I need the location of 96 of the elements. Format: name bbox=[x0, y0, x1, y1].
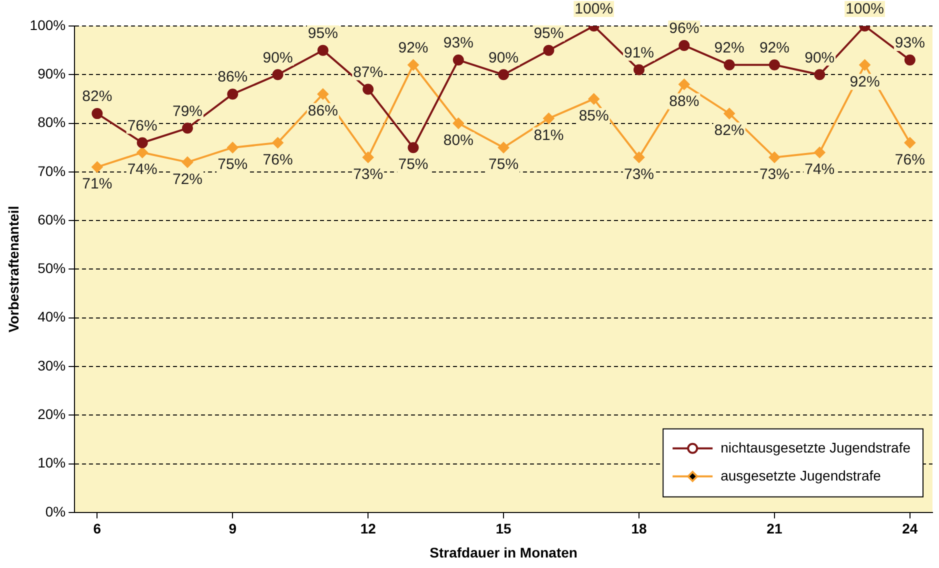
point bbox=[724, 108, 735, 120]
y-tick-label: 30% bbox=[38, 357, 66, 374]
y-tick-label: 80% bbox=[38, 114, 66, 130]
point bbox=[904, 54, 916, 66]
point bbox=[408, 142, 419, 154]
y-tick-label: 10% bbox=[38, 454, 66, 471]
data-label: 92% bbox=[759, 40, 790, 57]
data-label: 71% bbox=[82, 176, 112, 193]
x-tick-label: 21 bbox=[766, 520, 782, 537]
point bbox=[724, 59, 735, 70]
y-tick-label: 100% bbox=[30, 16, 66, 33]
x-tick-label: 15 bbox=[496, 520, 512, 537]
data-label: 76% bbox=[262, 151, 293, 168]
y-tick-label: 20% bbox=[38, 406, 66, 422]
point bbox=[678, 40, 690, 51]
point bbox=[498, 142, 510, 154]
data-label: 100% bbox=[846, 0, 884, 18]
point bbox=[814, 69, 826, 80]
data-label: 92% bbox=[398, 40, 428, 57]
data-label: 90% bbox=[804, 49, 835, 66]
data-label: 76% bbox=[127, 117, 158, 134]
data-label: 86% bbox=[308, 102, 338, 120]
y-tick-label: 40% bbox=[38, 308, 66, 325]
x-tick-label: 9 bbox=[228, 520, 237, 537]
data-label: 72% bbox=[172, 170, 203, 188]
point bbox=[814, 146, 826, 158]
point bbox=[317, 44, 328, 56]
data-label: 95% bbox=[308, 24, 338, 42]
point bbox=[227, 88, 238, 100]
point bbox=[136, 146, 148, 158]
point bbox=[92, 108, 103, 120]
y-axis-title: Vorbestraftenanteil bbox=[5, 206, 22, 332]
data-label: 79% bbox=[172, 102, 203, 120]
point bbox=[768, 59, 780, 70]
data-label: 75% bbox=[398, 156, 428, 174]
point bbox=[362, 84, 374, 95]
data-label: 92% bbox=[850, 74, 880, 91]
data-label: 75% bbox=[218, 156, 248, 174]
x-tick-label: 24 bbox=[902, 520, 918, 537]
x-tick-label: 6 bbox=[93, 520, 102, 537]
point bbox=[452, 118, 464, 129]
point bbox=[634, 152, 645, 163]
point bbox=[768, 152, 780, 163]
data-label: 87% bbox=[353, 64, 384, 81]
data-label: 90% bbox=[262, 49, 293, 66]
point bbox=[182, 156, 193, 168]
y-tick-label: 60% bbox=[38, 211, 66, 228]
legend-label: nichtausgesetzte Jugendstrafe bbox=[720, 439, 911, 456]
data-label: 92% bbox=[714, 40, 744, 57]
data-label: 82% bbox=[714, 122, 744, 140]
data-label: 86% bbox=[218, 68, 248, 86]
data-label: 74% bbox=[127, 161, 158, 178]
y-tick-label: 0% bbox=[45, 503, 66, 520]
data-label: 82% bbox=[82, 88, 112, 106]
point bbox=[362, 152, 374, 163]
data-label: 75% bbox=[488, 156, 519, 174]
point bbox=[634, 64, 645, 76]
point bbox=[543, 112, 554, 124]
y-tick-label: 50% bbox=[38, 260, 66, 276]
data-label: 80% bbox=[443, 132, 474, 149]
data-label: 73% bbox=[353, 166, 384, 183]
point bbox=[452, 54, 464, 66]
point bbox=[678, 78, 690, 90]
data-label: 88% bbox=[669, 93, 700, 110]
point bbox=[543, 44, 554, 56]
x-tick-label: 18 bbox=[631, 520, 648, 537]
point bbox=[182, 122, 193, 134]
point bbox=[136, 137, 148, 148]
point bbox=[904, 137, 916, 148]
point bbox=[588, 93, 600, 104]
data-label: 73% bbox=[759, 166, 790, 183]
data-label: 73% bbox=[624, 166, 654, 183]
data-label: 85% bbox=[578, 108, 609, 125]
x-axis-title: Strafdauer in Monaten bbox=[430, 544, 578, 560]
point bbox=[227, 142, 238, 154]
point bbox=[92, 162, 103, 173]
data-label: 76% bbox=[894, 151, 925, 168]
data-label: 93% bbox=[443, 34, 474, 52]
data-label: 91% bbox=[624, 44, 654, 62]
data-label: 74% bbox=[804, 161, 835, 178]
point bbox=[272, 137, 284, 148]
point bbox=[859, 59, 870, 70]
data-label: 100% bbox=[574, 0, 614, 18]
point bbox=[317, 88, 328, 100]
y-tick-label: 90% bbox=[38, 66, 66, 82]
point bbox=[272, 69, 284, 80]
x-tick-label: 12 bbox=[360, 520, 376, 537]
data-label: 95% bbox=[534, 24, 564, 42]
point bbox=[498, 69, 510, 80]
data-label: 90% bbox=[488, 49, 519, 66]
data-label: 93% bbox=[894, 34, 925, 52]
y-tick-label: 70% bbox=[38, 162, 66, 179]
legend-label: ausgesetzte Jugendstrafe bbox=[720, 467, 882, 484]
data-label: 81% bbox=[534, 127, 564, 144]
data-label: 96% bbox=[669, 20, 700, 38]
point bbox=[408, 59, 419, 70]
